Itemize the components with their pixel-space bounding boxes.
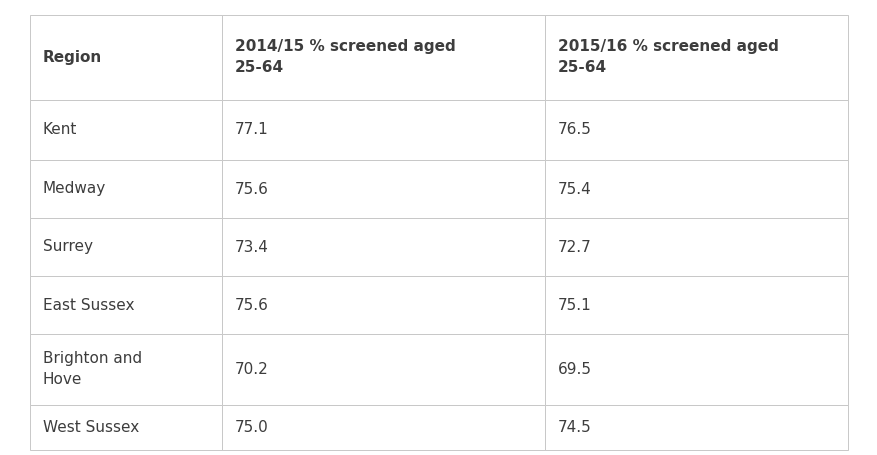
Text: West Sussex: West Sussex [43, 420, 139, 435]
Bar [30, 160, 222, 218]
Bar [222, 100, 545, 160]
Bar [30, 334, 222, 405]
Bar [30, 218, 222, 276]
Text: Surrey: Surrey [43, 239, 93, 254]
Text: 75.6: 75.6 [235, 298, 268, 313]
Bar [222, 405, 545, 450]
Text: Brighton and
Hove: Brighton and Hove [43, 352, 142, 388]
Text: 77.1: 77.1 [235, 122, 268, 137]
Bar [545, 218, 847, 276]
Text: 74.5: 74.5 [558, 420, 591, 435]
Text: East Sussex: East Sussex [43, 298, 134, 313]
Text: 75.0: 75.0 [235, 420, 268, 435]
Text: 2015/16 % screened aged
25-64: 2015/16 % screened aged 25-64 [558, 40, 778, 76]
Text: 75.6: 75.6 [235, 182, 268, 197]
Bar [30, 100, 222, 160]
Text: 75.4: 75.4 [558, 182, 591, 197]
Text: Region: Region [43, 50, 102, 65]
Bar [222, 15, 545, 100]
Bar [545, 405, 847, 450]
Bar [222, 334, 545, 405]
Text: 73.4: 73.4 [235, 239, 268, 254]
Text: Kent: Kent [43, 122, 77, 137]
Bar [30, 15, 222, 100]
Bar [30, 276, 222, 334]
Bar [545, 276, 847, 334]
Bar [30, 405, 222, 450]
Bar [222, 218, 545, 276]
Bar [545, 15, 847, 100]
Text: 75.1: 75.1 [558, 298, 591, 313]
Text: 69.5: 69.5 [558, 362, 591, 377]
Text: 2014/15 % screened aged
25-64: 2014/15 % screened aged 25-64 [235, 40, 455, 76]
Text: Medway: Medway [43, 182, 106, 197]
Bar [545, 334, 847, 405]
Bar [545, 160, 847, 218]
Text: 70.2: 70.2 [235, 362, 268, 377]
Bar [545, 100, 847, 160]
Text: 72.7: 72.7 [558, 239, 591, 254]
Bar [222, 276, 545, 334]
Text: 76.5: 76.5 [558, 122, 591, 137]
Bar [222, 160, 545, 218]
